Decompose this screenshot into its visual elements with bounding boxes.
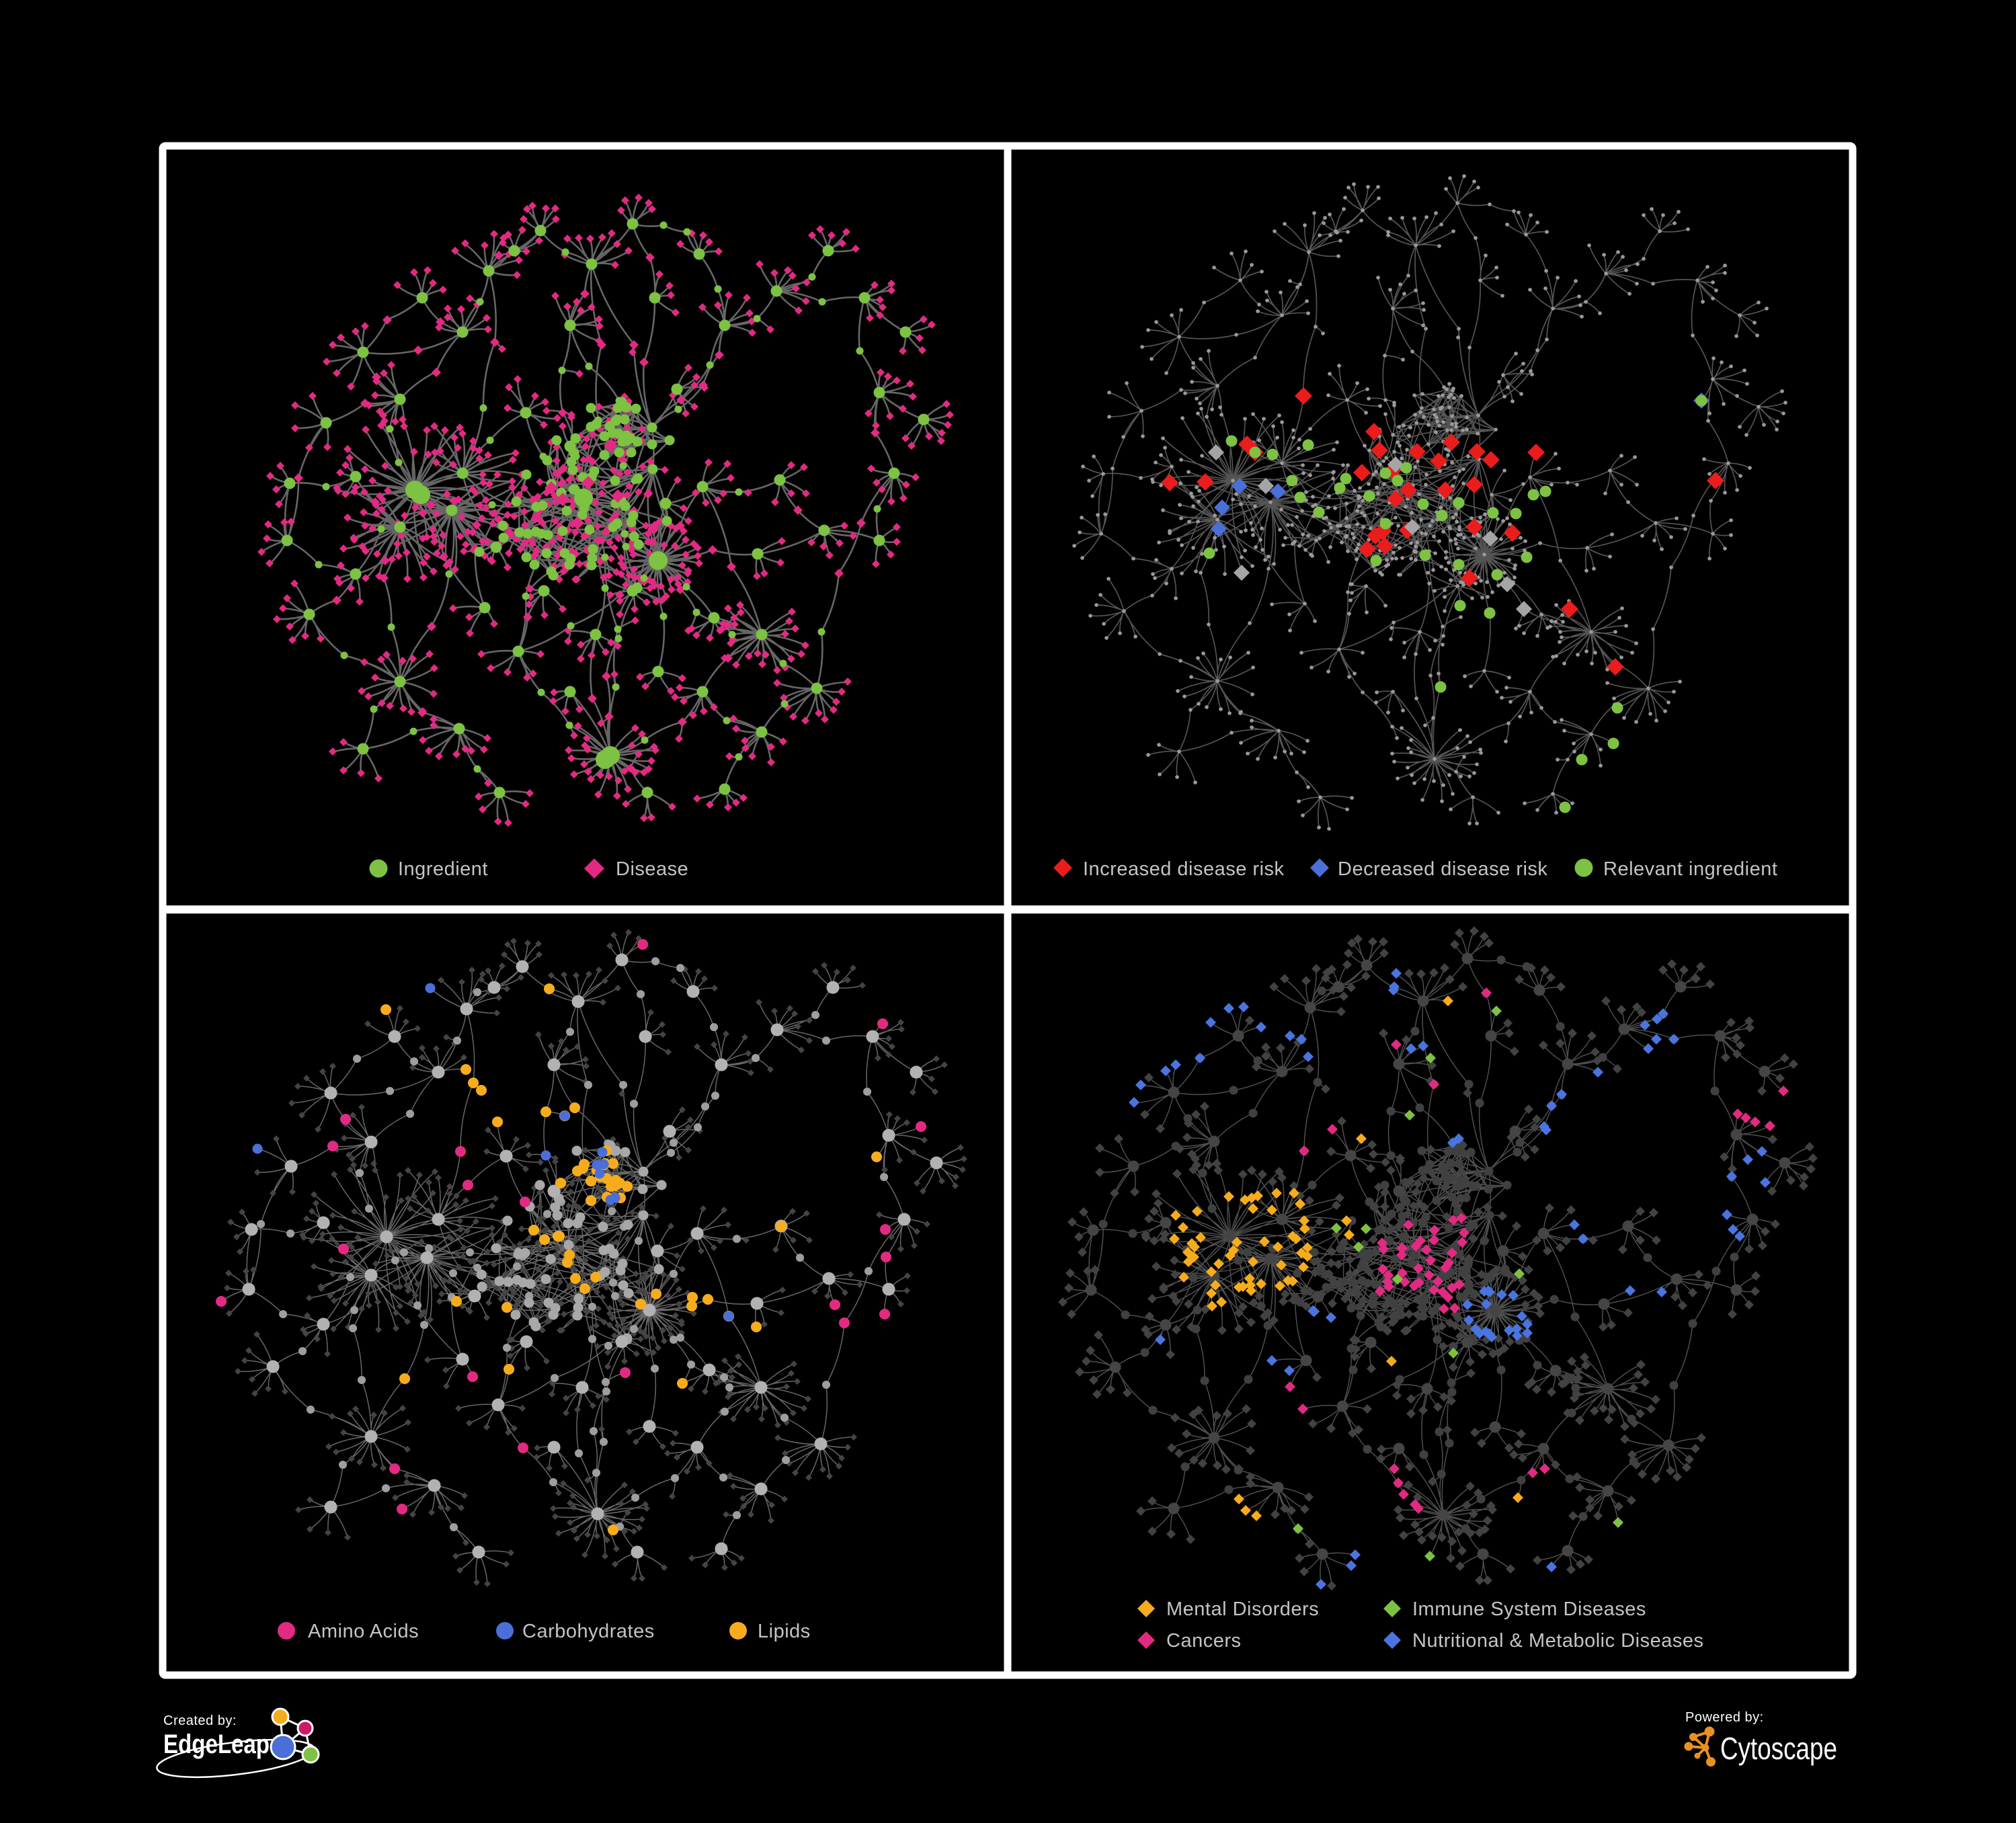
- svg-text:Carbohydrates: Carbohydrates: [522, 1621, 655, 1642]
- svg-text:Increased disease risk: Increased disease risk: [1083, 858, 1285, 880]
- svg-text:Cancers: Cancers: [1166, 1630, 1242, 1652]
- svg-text:Nutritional & Metabolic Diseas: Nutritional & Metabolic Diseases: [1412, 1630, 1703, 1652]
- svg-text:Powered by:: Powered by:: [1685, 1710, 1764, 1725]
- svg-text:Lipids: Lipids: [758, 1621, 811, 1642]
- svg-text:Disease: Disease: [616, 858, 688, 880]
- svg-text:Ingredient: Ingredient: [398, 858, 488, 880]
- svg-text:Amino Acids: Amino Acids: [308, 1621, 419, 1642]
- svg-text:Cytoscape: Cytoscape: [1720, 1731, 1837, 1766]
- svg-text:Created by:: Created by:: [163, 1713, 237, 1728]
- svg-text:Mental Disorders: Mental Disorders: [1166, 1598, 1319, 1620]
- svg-text:EdgeLeap: EdgeLeap: [163, 1730, 270, 1759]
- svg-text:Relevant ingredient: Relevant ingredient: [1603, 858, 1777, 880]
- svg-text:Immune System Diseases: Immune System Diseases: [1412, 1598, 1646, 1620]
- svg-text:Decreased disease risk: Decreased disease risk: [1338, 858, 1547, 880]
